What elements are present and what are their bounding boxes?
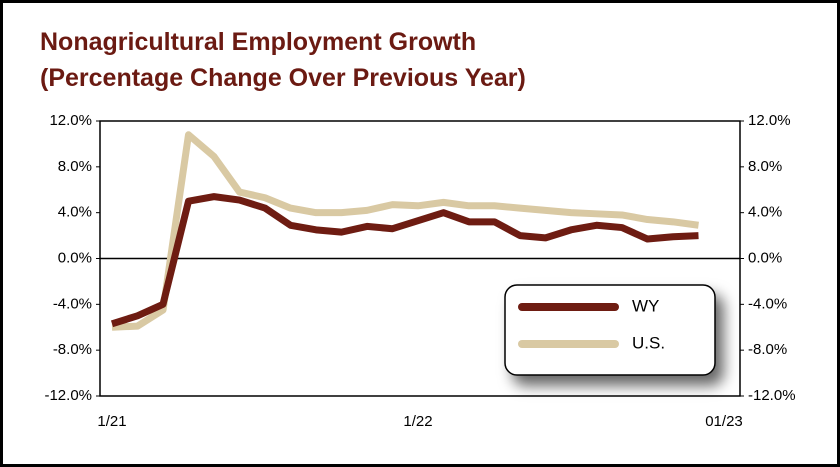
y-tick-label: 0.0% <box>58 249 92 266</box>
y2-tick-label: -8.0% <box>748 341 787 358</box>
y2-tick-label: 8.0% <box>748 158 782 175</box>
y-tick-label: -12.0% <box>44 387 92 404</box>
x-tick-label: 1/22 <box>403 413 432 430</box>
legend-label: WY <box>632 296 659 315</box>
y-tick-label: 8.0% <box>58 158 92 175</box>
chart-subtitle: (Percentage Change Over Previous Year) <box>40 64 526 92</box>
y2-tick-label: 12.0% <box>748 112 791 129</box>
y2-tick-label: 0.0% <box>748 249 782 266</box>
line-series <box>111 131 699 331</box>
y-tick-label: -8.0% <box>53 341 92 358</box>
y2-tick-label: 4.0% <box>748 204 782 221</box>
legend-box <box>504 284 716 376</box>
y-tick-label: 12.0% <box>49 112 92 129</box>
x-tick-label: 1/21 <box>97 413 126 430</box>
y2-tick-label: -4.0% <box>748 295 787 312</box>
y-tick-label: 4.0% <box>58 204 92 221</box>
legend-label: U.S. <box>632 333 665 352</box>
line-series <box>110 193 699 328</box>
y-tick-label: -4.0% <box>53 295 92 312</box>
x-tick-label: 01/23 <box>705 413 743 430</box>
chart-title: Nonagricultural Employment Growth <box>40 28 476 56</box>
y2-tick-label: -12.0% <box>748 387 796 404</box>
